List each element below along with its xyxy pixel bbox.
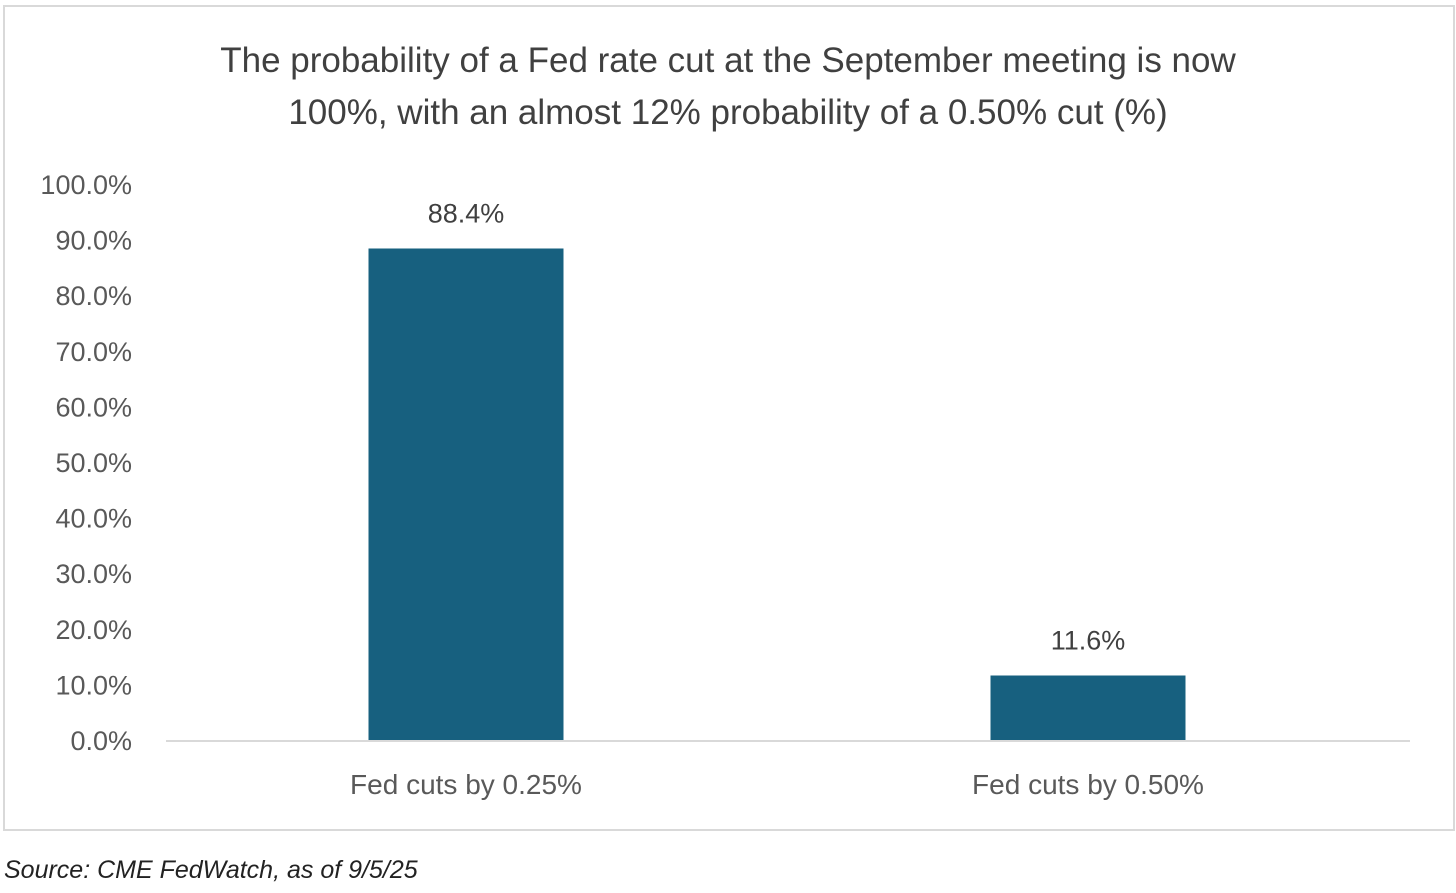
y-tick-label: 30.0% xyxy=(55,559,132,589)
y-tick-label: 60.0% xyxy=(55,392,132,422)
data-label: 88.4% xyxy=(428,198,505,228)
data-label: 11.6% xyxy=(1051,626,1126,656)
y-tick-label: 50.0% xyxy=(55,448,132,478)
y-tick-label: 0.0% xyxy=(70,726,132,756)
bar xyxy=(990,675,1186,740)
y-tick-label: 10.0% xyxy=(55,670,132,700)
chart-title-line: The probability of a Fed rate cut at the… xyxy=(220,41,1236,80)
bar xyxy=(368,248,564,740)
y-tick-label: 90.0% xyxy=(55,226,132,256)
y-tick-label: 80.0% xyxy=(55,281,132,311)
y-tick-label: 100.0% xyxy=(40,170,132,200)
source-note: Source: CME FedWatch, as of 9/5/25 xyxy=(4,856,418,884)
y-tick-label: 40.0% xyxy=(55,504,132,534)
x-category-label: Fed cuts by 0.25% xyxy=(350,769,582,800)
x-category-label: Fed cuts by 0.50% xyxy=(972,769,1204,800)
chart-title-line: 100%, with an almost 12% probability of … xyxy=(288,93,1167,132)
y-tick-label: 70.0% xyxy=(55,337,132,367)
chart-frame xyxy=(3,5,1455,831)
y-tick-label: 20.0% xyxy=(55,615,132,645)
